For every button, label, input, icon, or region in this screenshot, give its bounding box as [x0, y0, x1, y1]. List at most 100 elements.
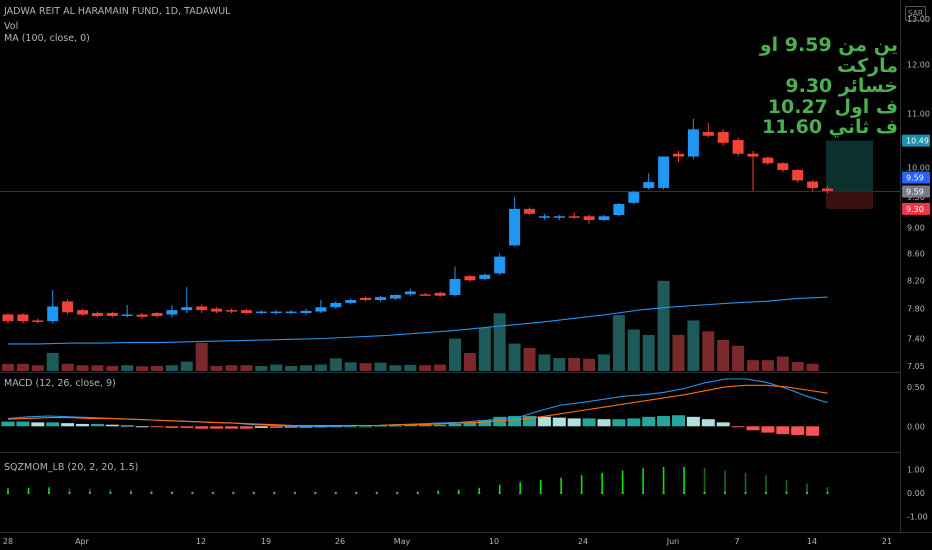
sqz-tick-label: 0.00: [907, 489, 925, 498]
volume-bar: [791, 361, 804, 371]
candle-body: [17, 314, 29, 322]
sqz-dot: [191, 491, 194, 495]
volume-bar: [165, 365, 178, 371]
candle-body: [553, 216, 565, 218]
candle-body: [136, 314, 148, 317]
volume-bar: [627, 329, 640, 371]
candle-body: [449, 278, 461, 296]
macd-hist-bar: [150, 426, 164, 428]
macd-hist-bar: [120, 425, 134, 427]
sqz-dot: [314, 491, 317, 495]
sqz-dot: [559, 491, 563, 495]
volume-bar: [270, 364, 283, 371]
candle-body: [121, 314, 133, 317]
volume-bar: [657, 280, 670, 371]
time-tick-label: 24: [578, 537, 588, 546]
candle-body: [360, 297, 372, 301]
macd-hist-bar: [567, 418, 581, 427]
candle-body: [196, 306, 208, 311]
volume-bar: [151, 365, 163, 371]
macd-hist-bar: [225, 426, 238, 429]
sqz-dot: [437, 491, 440, 495]
macd-hist-bar: [16, 421, 30, 427]
sqz-dot: [6, 491, 10, 495]
price-tag-target-bg: [902, 134, 930, 147]
candle-body: [226, 310, 237, 312]
macd-hist-bar: [388, 425, 402, 427]
sqz-dot: [68, 491, 71, 495]
candle-body: [345, 300, 357, 303]
macd-hist-bar: [672, 415, 685, 427]
candle-body: [47, 306, 59, 322]
macd-hist-bar: [582, 418, 596, 427]
price-tick-label: 7.05: [907, 362, 925, 371]
time-tick-label: 19: [261, 537, 271, 546]
macd-signal-line: [7, 384, 828, 427]
volume-bar: [404, 364, 417, 371]
sqz-dot: [764, 491, 768, 495]
sqz-dot: [621, 491, 624, 495]
macd-hist-bar: [523, 416, 536, 427]
sqz-dot: [109, 491, 112, 495]
sqz-dot: [416, 491, 419, 495]
macd-hist-bar: [418, 424, 432, 427]
volume-bar: [285, 365, 298, 371]
candle-body: [32, 320, 44, 322]
sqz-dot: [27, 491, 30, 495]
candle-body: [2, 314, 14, 322]
candle-body: [628, 192, 640, 203]
volume-bar: [195, 342, 208, 371]
price-tick-label: 9.00: [907, 224, 925, 233]
candle-body: [270, 311, 282, 314]
candle-body: [419, 294, 431, 296]
macd-hist-bar: [806, 426, 820, 436]
price-tick-label: 12.00: [907, 60, 930, 69]
volume-bar: [61, 363, 74, 371]
volume-bar: [2, 363, 14, 371]
candle-body: [255, 311, 267, 314]
macd-hist-bar: [776, 426, 790, 435]
candle-body: [673, 153, 684, 157]
volume-bar: [478, 327, 491, 371]
macd-hist-bar: [239, 426, 253, 429]
candle-body: [434, 292, 446, 296]
price-tick-label: 10.00: [907, 164, 930, 173]
macd-hist-bar: [46, 422, 60, 427]
volume-bar: [672, 334, 685, 371]
sqz-dot: [293, 491, 297, 495]
candle-body: [598, 216, 610, 220]
sqz-dot: [641, 491, 645, 495]
volume-bar: [31, 365, 44, 371]
candle-body: [494, 256, 506, 274]
price-tag-stop: 9.30: [906, 205, 924, 214]
time-tick-label: 7: [734, 537, 739, 546]
volume-bar: [508, 343, 521, 371]
macd-legend: MACD (12, 26, close, 9): [4, 378, 116, 389]
candle-body: [151, 313, 163, 316]
sqz-dot: [682, 491, 686, 495]
volume-bar: [523, 347, 536, 371]
volume-bar: [687, 320, 700, 371]
sqz-dot: [662, 491, 665, 495]
annotation-line-4: ف اول 10.27: [767, 96, 898, 118]
volume-bar: [538, 354, 551, 371]
sqz-dot: [334, 491, 337, 495]
candle-body: [538, 216, 550, 218]
macd-hist-bar: [269, 426, 283, 428]
volume-bar: [359, 363, 372, 371]
volume-bar: [761, 360, 774, 371]
sqz-dot: [703, 491, 706, 495]
macd-hist-bar: [433, 424, 447, 427]
macd-tick-label: 0.00: [907, 422, 925, 431]
sqz-dot: [826, 491, 829, 495]
sqz-dot: [457, 491, 460, 495]
volume-bar: [389, 365, 402, 371]
candle-body: [658, 156, 670, 188]
candle-body: [524, 208, 535, 214]
macd-hist-bar: [642, 416, 656, 427]
volume-bar: [806, 363, 819, 371]
price-tick-label: 7.80: [907, 305, 925, 314]
currency-badge[interactable]: SAR: [905, 6, 926, 21]
macd-hist-bar: [105, 424, 119, 427]
